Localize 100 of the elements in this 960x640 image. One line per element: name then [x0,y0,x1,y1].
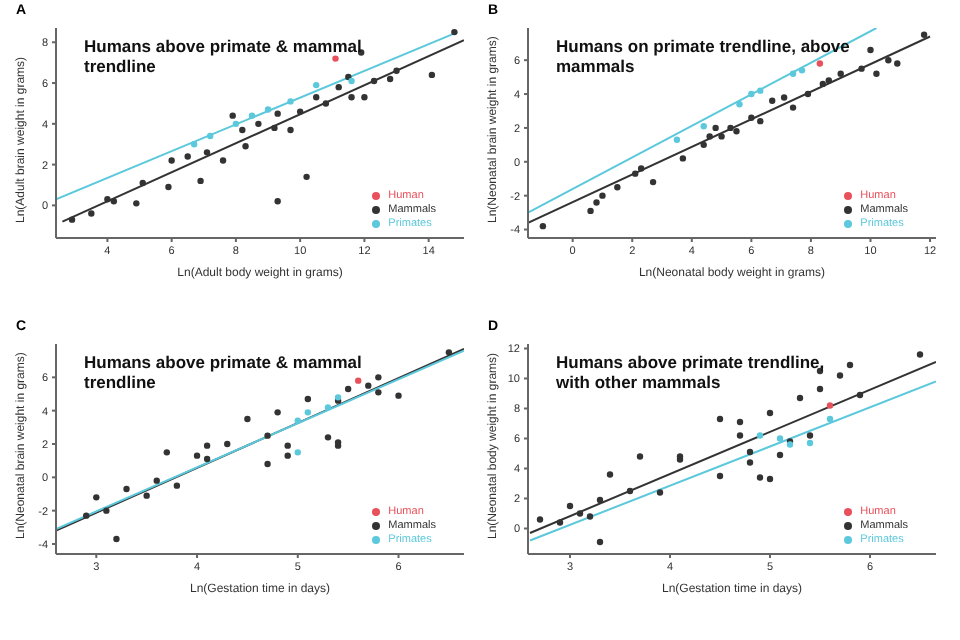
point [190,141,198,148]
point [395,392,402,399]
point [804,90,812,98]
point [566,502,574,510]
point [789,104,797,111]
point [596,538,604,546]
point [287,126,294,134]
point [344,385,352,393]
point [727,124,734,132]
point [825,77,832,84]
point [746,448,754,456]
point [748,90,755,98]
point [606,471,614,478]
annotation: Humans above primate & mammal trendline [84,36,364,76]
point [110,198,118,205]
point [304,395,312,403]
point [700,141,707,149]
point [93,494,100,501]
point [324,434,332,441]
point [143,492,150,499]
point [576,510,584,517]
point [856,391,864,399]
point [846,361,854,369]
point [370,77,378,85]
point [68,216,76,223]
point [274,409,281,416]
point [614,183,621,191]
point [766,409,774,417]
point [304,409,312,416]
point [776,451,784,459]
point [673,136,681,143]
point [816,60,824,67]
point [294,417,301,424]
point [539,222,547,230]
point [656,489,664,496]
point [103,507,110,514]
point [756,474,764,481]
point [885,56,892,64]
point [867,46,874,54]
point [679,155,687,162]
point [593,199,600,206]
point [264,460,271,468]
point [836,372,844,379]
point [428,71,436,79]
point [700,123,707,130]
point [816,385,824,393]
point [858,65,865,72]
point [296,108,304,115]
point [712,124,719,132]
point [203,442,211,449]
point [837,70,844,77]
point [649,178,657,186]
point [746,459,754,466]
point [322,100,330,107]
point [586,513,594,520]
point [163,449,171,456]
point [244,415,251,423]
point [451,28,458,36]
point [806,439,814,447]
point [757,87,764,94]
point [636,453,644,460]
point [255,120,262,128]
point [83,512,90,519]
point [556,519,564,526]
point [873,70,880,77]
point [313,81,320,89]
point [264,432,271,439]
point [916,351,924,358]
point [733,128,740,135]
point [324,404,332,411]
point [716,472,724,480]
point [632,170,639,177]
point [348,94,355,101]
point [165,183,172,191]
point [626,487,634,495]
point [780,94,788,101]
point [776,435,784,442]
point [303,173,310,181]
point [274,198,281,205]
point [757,117,764,125]
point [716,415,724,423]
point [806,432,814,439]
point [596,496,604,504]
point [248,112,256,119]
point [104,196,111,203]
point [393,67,400,75]
point [826,415,834,423]
point [197,177,204,185]
point [335,83,342,91]
point [133,200,140,207]
point [536,516,544,523]
point [271,124,278,132]
point [203,455,211,463]
point [239,126,246,134]
point [313,94,320,101]
annotation: Humans above primate trendline, with other mammals [556,352,827,392]
point [798,67,806,74]
point [365,382,372,389]
point [113,535,120,543]
point [796,394,804,402]
